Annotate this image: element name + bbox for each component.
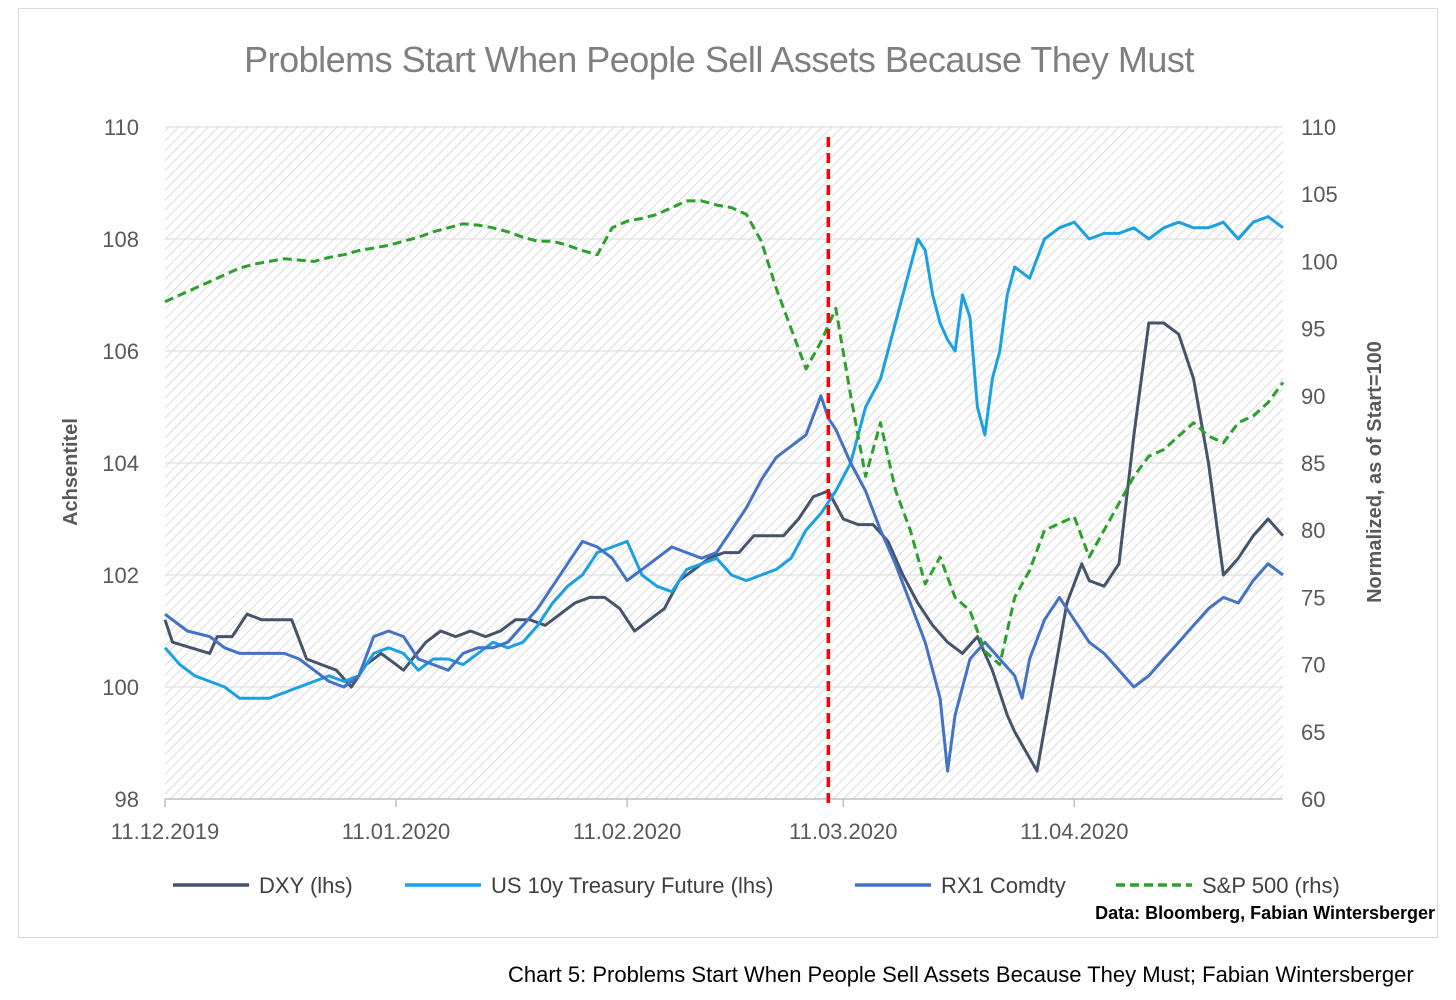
legend-label: US 10y Treasury Future (lhs) — [491, 873, 773, 898]
x-axis-ticks: 11.12.2019 11.01.2020 11.02.2020 11.03.2020… — [111, 799, 1129, 844]
x-tick-label: 11.02.2020 — [573, 819, 681, 844]
y-left-tick-label: 98 — [115, 787, 139, 812]
y-left-tick-label: 110 — [104, 115, 139, 140]
series-line-2 — [163, 215, 1284, 700]
series-lines — [163, 199, 1285, 773]
y-left-tick-label: 106 — [102, 339, 139, 364]
y-right-tick-label: 95 — [1301, 317, 1325, 342]
x-tick-label: 11.03.2020 — [789, 819, 897, 844]
y-axis-right-label: Normalized, as of Start=100 — [1364, 341, 1386, 603]
legend: DXY (lhs) US 10y Treasury Future (lhs) RX1… — [173, 873, 1340, 898]
y-right-tick-label: 105 — [1301, 182, 1338, 207]
figure-caption: Chart 5: Problems Start When People Sell… — [508, 962, 1414, 987]
chart-frame: Problems Start When People Sell Assets B… — [18, 8, 1438, 938]
y-axis-left-label: Achsentitel — [60, 418, 82, 526]
y-right-tick-label: 90 — [1301, 384, 1325, 409]
x-tick-label: 11.12.2019 — [111, 819, 219, 844]
legend-label: S&P 500 (rhs) — [1202, 873, 1340, 898]
y-left-tick-label: 108 — [102, 227, 139, 252]
legend-label: DXY (lhs) — [259, 873, 353, 898]
legend-label: RX1 Comdty — [941, 873, 1066, 898]
y-right-tick-label: 75 — [1301, 585, 1325, 610]
chart-title: Problems Start When People Sell Assets B… — [244, 39, 1194, 80]
series-line-3 — [164, 394, 1284, 773]
series-line-4 — [164, 199, 1285, 667]
y-right-tick-label: 60 — [1301, 787, 1325, 812]
y-left-tick-label: 102 — [102, 563, 139, 588]
y-left-tick-label: 100 — [102, 675, 139, 700]
y-right-tick-label: 85 — [1301, 451, 1325, 476]
y-right-tick-label: 80 — [1301, 518, 1325, 543]
y-right-tick-label: 70 — [1301, 653, 1325, 678]
y-axis-right-ticks: 60 65 70 75 80 85 90 95 100 105 110 — [1301, 115, 1338, 812]
chart-canvas: Problems Start When People Sell Assets B… — [60, 39, 1435, 923]
y-right-tick-label: 100 — [1301, 249, 1338, 274]
x-tick-label: 11.01.2020 — [342, 819, 450, 844]
y-axis-left-ticks: 98 100 102 104 106 108 110 — [102, 115, 139, 812]
source-note: Data: Bloomberg, Fabian Wintersberger — [1095, 903, 1435, 923]
y-right-tick-label: 110 — [1301, 115, 1336, 140]
x-tick-label: 11.04.2020 — [1020, 819, 1128, 844]
y-left-tick-label: 104 — [102, 451, 139, 476]
y-right-tick-label: 65 — [1301, 720, 1325, 745]
